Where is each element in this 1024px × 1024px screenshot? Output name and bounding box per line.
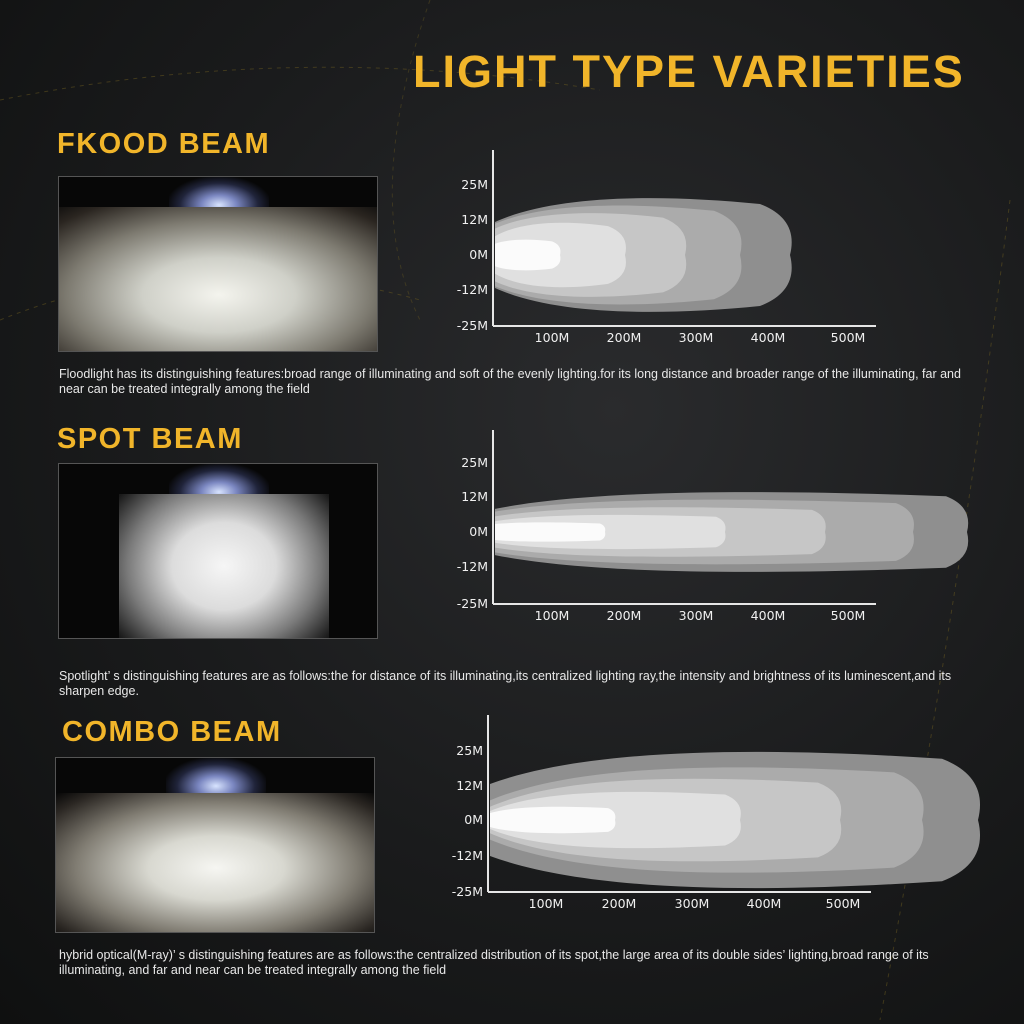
x-tick-label: 100M	[529, 896, 564, 911]
combo-beam-description: hybrid optical(M-ray)’ s distinguishing …	[59, 948, 929, 977]
x-tick-label: 300M	[675, 896, 710, 911]
y-tick-label: 0M	[464, 812, 483, 827]
y-tick-label: 0M	[469, 247, 488, 262]
combo-beam-layer-5	[490, 806, 616, 834]
flood-beam-description: Floodlight has its distinguishing featur…	[59, 367, 961, 396]
flood-beam-layer-4	[495, 222, 626, 288]
x-tick-label: 200M	[607, 608, 642, 623]
page-title: LIGHT TYPE VARIETIES	[413, 46, 965, 97]
x-tick-label: 400M	[751, 330, 786, 345]
x-tick-label: 400M	[747, 896, 782, 911]
spot-beam-photo	[58, 463, 378, 639]
spot-beam-heading: SPOT BEAM	[57, 423, 243, 455]
y-tick-label: 12M	[456, 778, 483, 793]
x-tick-label: 500M	[831, 330, 866, 345]
spot-beam-description: Spotlight’ s distinguishing features are…	[59, 669, 952, 698]
y-tick-label: 25M	[461, 177, 488, 192]
flood-beam-layer-5	[495, 239, 561, 271]
x-tick-label: 500M	[826, 896, 861, 911]
x-tick-label: 200M	[602, 896, 637, 911]
combo-beam-heading: COMBO BEAM	[62, 716, 282, 748]
y-tick-label: 0M	[469, 524, 488, 539]
x-tick-label: 500M	[831, 608, 866, 623]
spot-beam-chart: 25M 12M 0M -12M -25M 100M 200M 300M 400M 500M	[457, 430, 969, 623]
x-tick-label: 100M	[535, 608, 570, 623]
flood-beam-chart: 25M 12M 0M -12M -25M 100M 200M 300M 400M 500M	[457, 150, 876, 345]
y-tick-label: -12M	[457, 282, 488, 297]
x-tick-label: 300M	[679, 608, 714, 623]
y-tick-label: 25M	[456, 743, 483, 758]
x-tick-label: 100M	[535, 330, 570, 345]
x-tick-label: 400M	[751, 608, 786, 623]
combo-beam-layer-4	[490, 791, 741, 849]
y-tick-label: -12M	[452, 848, 483, 863]
flood-beam-photo	[58, 176, 378, 352]
y-tick-label: -25M	[457, 318, 488, 333]
spot-beam-layer-5	[495, 522, 606, 542]
y-tick-label: 12M	[461, 212, 488, 227]
y-tick-label: -25M	[452, 884, 483, 899]
x-tick-label: 200M	[607, 330, 642, 345]
y-tick-label: 25M	[461, 455, 488, 470]
y-tick-label: -25M	[457, 596, 488, 611]
y-tick-label: -12M	[457, 559, 488, 574]
combo-beam-chart: 25M 12M 0M -12M -25M 100M 200M 300M 400M 500M	[452, 715, 981, 911]
flood-beam-heading: FKOOD BEAM	[57, 128, 271, 160]
combo-beam-photo	[55, 757, 375, 933]
y-tick-label: 12M	[461, 489, 488, 504]
x-tick-label: 300M	[679, 330, 714, 345]
